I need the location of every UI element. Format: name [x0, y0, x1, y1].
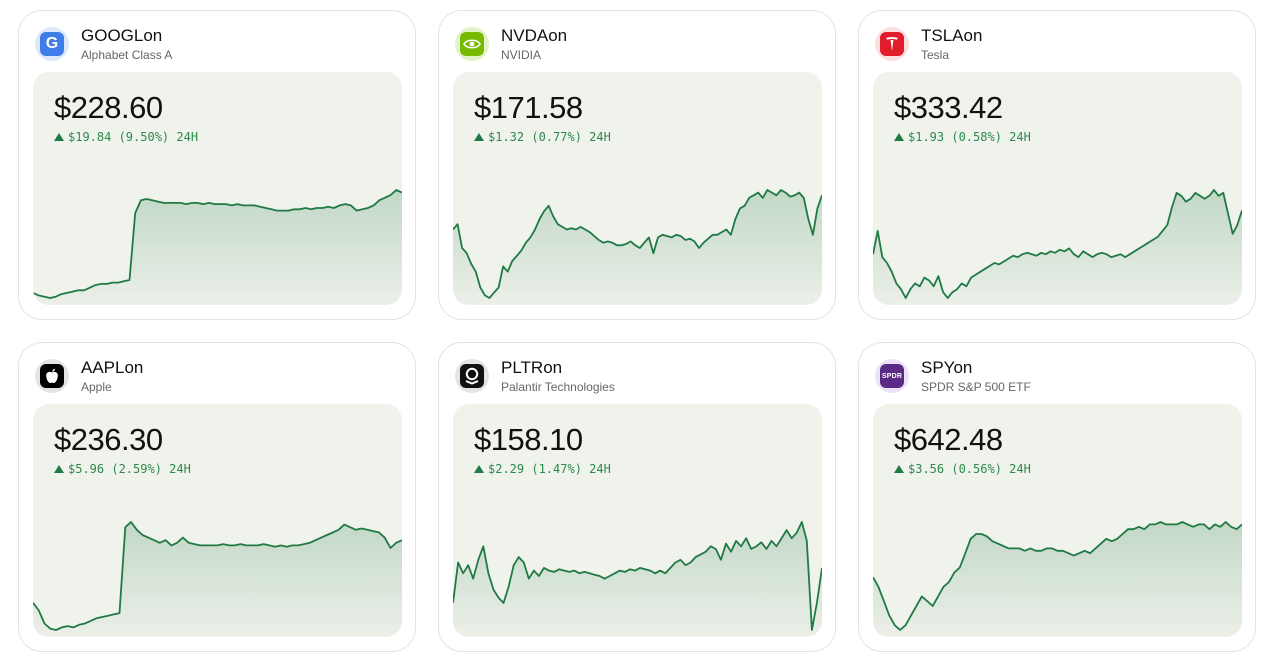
- ticker-symbol: GOOGLon: [81, 25, 163, 45]
- price-value: $171.58: [474, 90, 583, 125]
- price-change: $5.96 (2.59%) 24H: [54, 462, 191, 476]
- company-name: NVIDIA: [501, 47, 542, 62]
- ticker-symbol: TSLAon: [921, 25, 983, 45]
- company-name: Tesla: [921, 47, 950, 62]
- apple-icon: [40, 364, 64, 388]
- arrow-up-icon: [474, 465, 484, 473]
- price-value: $158.10: [474, 422, 583, 457]
- price-change-text: $5.96 (2.59%) 24H: [68, 462, 191, 476]
- spdr-icon: SPDR: [880, 364, 904, 388]
- price-value: $333.42: [894, 90, 1003, 125]
- price-line-chart: [453, 521, 822, 637]
- price-chart-panel: $228.60 $19.84 (9.50%) 24H: [33, 72, 402, 305]
- price-change-text: $2.29 (1.47%) 24H: [488, 462, 611, 476]
- price-chart-panel: $333.42 $1.93 (0.58%) 24H: [873, 72, 1242, 305]
- company-name: Palantir Technologies: [501, 379, 615, 394]
- chart-area-fill: [33, 522, 402, 637]
- company-name: Alphabet Class A: [81, 47, 173, 62]
- price-chart-panel: $642.48 $3.56 (0.56%) 24H: [873, 404, 1242, 637]
- stock-card-spyon[interactable]: SPDR SPYon SPDR S&P 500 ETF $642.48 $3.5…: [858, 342, 1256, 652]
- price-line: [33, 189, 402, 299]
- price-value: $236.30: [54, 422, 163, 457]
- price-line: [33, 521, 402, 631]
- price-line: [453, 189, 822, 299]
- stock-card-aaplon[interactable]: AAPLon Apple $236.30 $5.96 (2.59%) 24H: [18, 342, 416, 652]
- price-line-chart: [33, 521, 402, 637]
- chart-area-fill: [453, 522, 822, 637]
- arrow-up-icon: [474, 133, 484, 141]
- stock-card-nvdaon[interactable]: NVDAon NVIDIA $171.58 $1.32 (0.77%) 24H: [438, 10, 836, 320]
- stock-card-googlon[interactable]: G GOOGLon Alphabet Class A $228.60 $19.8…: [18, 10, 416, 320]
- stock-card-tslaon[interactable]: TSLAon Tesla $333.42 $1.93 (0.58%) 24H: [858, 10, 1256, 320]
- price-line-chart: [873, 189, 1242, 305]
- chart-area-fill: [873, 522, 1242, 637]
- ticker-symbol: AAPLon: [81, 357, 144, 377]
- logo-badge: G: [35, 27, 69, 61]
- price-chart-panel: $158.10 $2.29 (1.47%) 24H: [453, 404, 822, 637]
- ticker-symbol: PLTRon: [501, 357, 563, 377]
- arrow-up-icon: [54, 133, 64, 141]
- price-line: [873, 189, 1242, 299]
- ticker-symbol: SPYon: [921, 357, 973, 377]
- price-value: $228.60: [54, 90, 163, 125]
- tesla-t-icon: [880, 32, 904, 56]
- price-change: $19.84 (9.50%) 24H: [54, 130, 198, 144]
- price-change: $2.29 (1.47%) 24H: [474, 462, 611, 476]
- price-change-text: $19.84 (9.50%) 24H: [68, 130, 199, 144]
- logo-badge: [455, 27, 489, 61]
- card-header: PLTRon Palantir Technologies: [455, 357, 615, 395]
- price-value: $642.48: [894, 422, 1003, 457]
- chart-area-fill: [33, 190, 402, 305]
- price-chart-panel: $171.58 $1.32 (0.77%) 24H: [453, 72, 822, 305]
- logo-badge: [875, 27, 909, 61]
- price-line-chart: [873, 521, 1242, 637]
- nvidia-eye-icon: [460, 32, 484, 56]
- company-name: SPDR S&P 500 ETF: [921, 379, 1031, 394]
- arrow-up-icon: [894, 465, 904, 473]
- google-g-icon: G: [40, 32, 64, 56]
- price-line-chart: [33, 189, 402, 305]
- card-header: SPDR SPYon SPDR S&P 500 ETF: [875, 357, 1031, 395]
- logo-badge: [35, 359, 69, 393]
- arrow-up-icon: [54, 465, 64, 473]
- price-change-text: $3.56 (0.56%) 24H: [908, 462, 1031, 476]
- price-change-text: $1.93 (0.58%) 24H: [908, 130, 1031, 144]
- card-header: AAPLon Apple: [35, 357, 143, 395]
- logo-badge: [455, 359, 489, 393]
- price-change-text: $1.32 (0.77%) 24H: [488, 130, 611, 144]
- stock-card-pltron[interactable]: PLTRon Palantir Technologies $158.10 $2.…: [438, 342, 836, 652]
- price-chart-panel: $236.30 $5.96 (2.59%) 24H: [33, 404, 402, 637]
- palantir-icon: [460, 364, 484, 388]
- company-name: Apple: [81, 379, 112, 394]
- price-line-chart: [453, 189, 822, 305]
- card-header: G GOOGLon Alphabet Class A: [35, 25, 172, 63]
- arrow-up-icon: [894, 133, 904, 141]
- price-line: [453, 521, 822, 631]
- card-header: TSLAon Tesla: [875, 25, 982, 63]
- ticker-symbol: NVDAon: [501, 25, 568, 45]
- price-change: $3.56 (0.56%) 24H: [894, 462, 1031, 476]
- chart-area-fill: [873, 190, 1242, 305]
- logo-badge: SPDR: [875, 359, 909, 393]
- price-line: [873, 521, 1242, 631]
- card-header: NVDAon NVIDIA: [455, 25, 567, 63]
- price-change: $1.32 (0.77%) 24H: [474, 130, 611, 144]
- price-change: $1.93 (0.58%) 24H: [894, 130, 1031, 144]
